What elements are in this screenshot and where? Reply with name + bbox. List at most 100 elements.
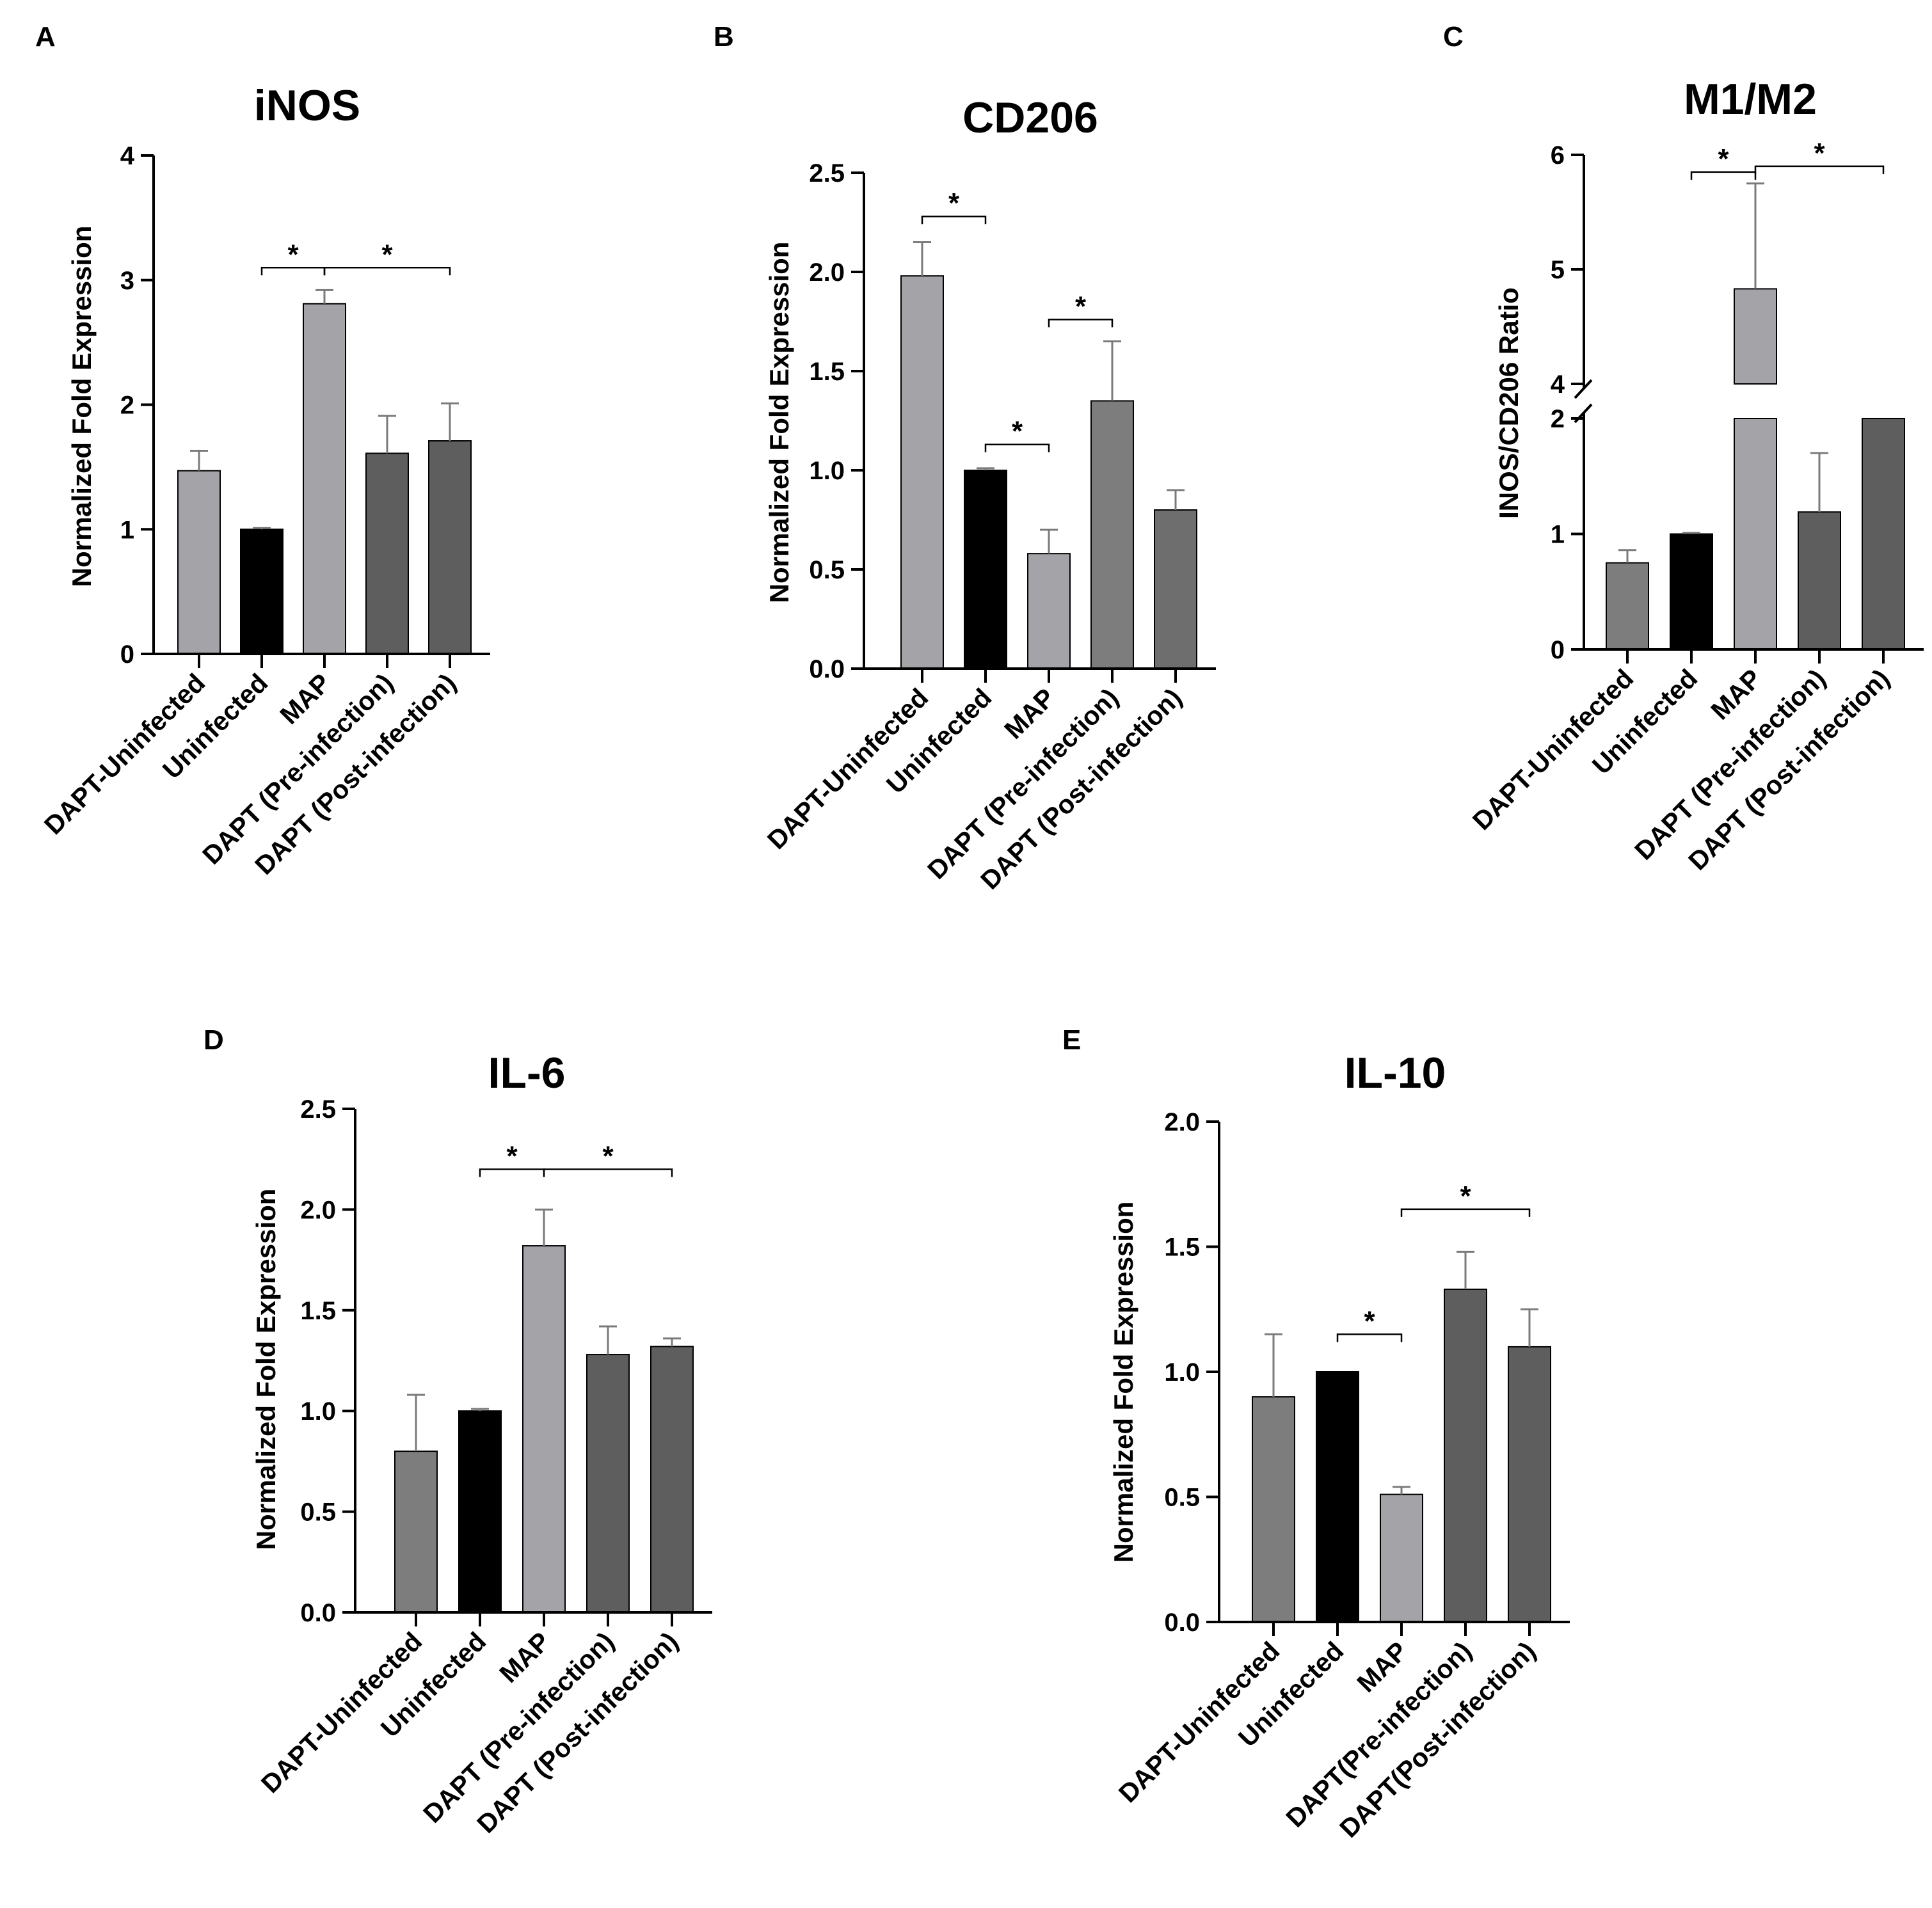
bar-0-3 (365, 452, 409, 655)
significance-bracket-3-1 (543, 1168, 673, 1177)
y-axis-label-b: Normalized Fold Expression (764, 242, 794, 603)
panel-d: D IL-6 Normalized Fold Expression 0.0 0.5… (204, 1024, 712, 1839)
y-axis-label-d: Normalized Fold Expression (251, 1189, 281, 1550)
y-tick-label-0-3: 3 (120, 267, 134, 295)
bar-2-1 (1670, 533, 1713, 650)
y-tick-label-2-5: 6 (1551, 141, 1565, 170)
y-axis-label-e: Normalized Fold Expression (1108, 1202, 1138, 1563)
y-tick-label-2-0: 0 (1551, 636, 1565, 664)
y-tick-label-3-4: 2.0 (300, 1196, 336, 1224)
panel-letter-e: E (1062, 1024, 1081, 1056)
bar-1-2 (1027, 553, 1071, 670)
y-tick-label-3-5: 2.5 (300, 1095, 336, 1124)
bar-0-1 (240, 529, 283, 655)
significance-star-2-1: * (1814, 138, 1825, 169)
bar-3-3 (586, 1354, 630, 1613)
y-axis-label-c: INOS/CD206 Ratio (1494, 287, 1524, 519)
bar-4-2 (1380, 1493, 1423, 1623)
y-tick-label-2-4: 5 (1551, 256, 1565, 284)
y-tick-label-0-1: 1 (120, 516, 134, 544)
significance-bracket-1-1 (984, 443, 1050, 452)
significance-bracket-1-2 (1048, 319, 1114, 328)
significance-star-3-0: * (506, 1140, 518, 1172)
bar-3-1 (458, 1410, 502, 1613)
bar-3-4 (650, 1346, 694, 1614)
y-tick-label-0-4: 4 (120, 142, 135, 170)
significance-star-0-0: * (287, 239, 299, 270)
panel-b: B CD206 Normalized Fold Expression 0.0 0.… (714, 21, 1216, 895)
bar-2-2 (1734, 288, 1777, 385)
plot-area-d: 0.00.51.01.52.02.5DAPT-UninfectedUninfec… (255, 1095, 712, 1839)
plot-area-e: 0.00.51.01.52.0DAPT-UninfectedUninfected… (1113, 1108, 1570, 1843)
y-tick-label-4-0: 0.0 (1164, 1609, 1200, 1637)
significance-bracket-2-0 (1690, 171, 1757, 180)
significance-star-4-0: * (1364, 1305, 1375, 1337)
bar-4-1 (1316, 1371, 1359, 1623)
y-tick-label-3-3: 1.5 (300, 1297, 336, 1325)
panel-letter-b: B (714, 21, 734, 52)
y-tick-label-1-5: 2.5 (809, 159, 845, 187)
significance-star-2-0: * (1718, 143, 1729, 175)
y-tick-label-4-2: 1.0 (1164, 1358, 1200, 1387)
y-tick-label-0-0: 0 (120, 640, 134, 669)
bar-1-0 (900, 275, 944, 669)
y-tick-label-4-1: 0.5 (1164, 1484, 1200, 1512)
significance-star-0-1: * (381, 239, 393, 270)
axis-break-mark-upper-2 (1574, 379, 1593, 399)
y-tick-label-1-3: 1.5 (809, 358, 845, 386)
bar-2-2-lower (1734, 418, 1777, 650)
y-tick-label-1-4: 2.0 (809, 258, 845, 287)
significance-bracket-0-1 (323, 267, 451, 276)
y-tick-label-4-3: 1.5 (1164, 1234, 1200, 1262)
y-tick-label-1-1: 0.5 (809, 556, 845, 584)
chart-title-m1m2: M1/M2 (1684, 75, 1817, 123)
plot-area-b: 0.00.51.01.52.02.5DAPT-UninfectedUninfec… (762, 159, 1216, 895)
bar-4-0 (1252, 1396, 1295, 1623)
chart-title-il6: IL-6 (488, 1049, 566, 1097)
panel-letter-d: D (204, 1024, 224, 1056)
bar-2-3 (1798, 511, 1841, 651)
significance-bracket-2-1 (1754, 165, 1885, 174)
bar-4-3 (1444, 1288, 1487, 1623)
significance-star-3-1: * (602, 1140, 614, 1172)
significance-star-1-0: * (948, 187, 960, 219)
chart-title-il10: IL-10 (1345, 1049, 1446, 1097)
panel-e: E IL-10 Normalized Fold Expression 0.0 0.… (1062, 1024, 1570, 1843)
y-tick-label-2-1: 1 (1551, 521, 1565, 549)
panel-letter-a: A (35, 21, 56, 52)
bar-1-4 (1154, 509, 1197, 669)
y-tick-label-1-2: 1.0 (809, 457, 845, 485)
bar-2-4 (1862, 418, 1905, 650)
significance-star-1-1: * (1012, 416, 1023, 447)
bar-2-0 (1606, 562, 1649, 650)
panel-letter-c: C (1443, 21, 1464, 52)
chart-title-cd206: CD206 (962, 93, 1098, 142)
significance-bracket-4-1 (1400, 1208, 1531, 1217)
bar-1-3 (1090, 400, 1134, 669)
y-axis-label-a: Normalized Fold Expression (67, 226, 97, 587)
y-tick-label-3-2: 1.0 (300, 1397, 336, 1426)
y-tick-label-3-1: 0.5 (300, 1499, 336, 1527)
bar-3-0 (394, 1451, 438, 1613)
y-tick-label-2-3: 4 (1551, 370, 1565, 399)
panel-a: A iNOS Normalized Fold Expression 01234D… (35, 21, 490, 880)
bar-1-1 (964, 470, 1007, 669)
bar-0-4 (428, 440, 472, 655)
bar-4-4 (1508, 1346, 1551, 1623)
bar-0-0 (177, 470, 221, 655)
y-tick-label-2-2: 2 (1551, 405, 1565, 433)
panel-c: C M1/M2 INOS/CD206 Ratio 012456DAPT-Unin… (1443, 21, 1924, 876)
bar-0-2 (303, 303, 346, 655)
bar-3-2 (522, 1245, 566, 1613)
y-tick-label-3-0: 0.0 (300, 1599, 336, 1627)
y-tick-label-4-4: 2.0 (1164, 1108, 1200, 1136)
significance-bracket-1-0 (921, 215, 987, 225)
y-tick-label-1-0: 0.0 (809, 655, 845, 683)
significance-star-4-1: * (1460, 1181, 1471, 1212)
chart-title-inos: iNOS (254, 81, 360, 130)
y-tick-label-0-2: 2 (120, 392, 134, 420)
significance-star-1-2: * (1075, 290, 1087, 322)
